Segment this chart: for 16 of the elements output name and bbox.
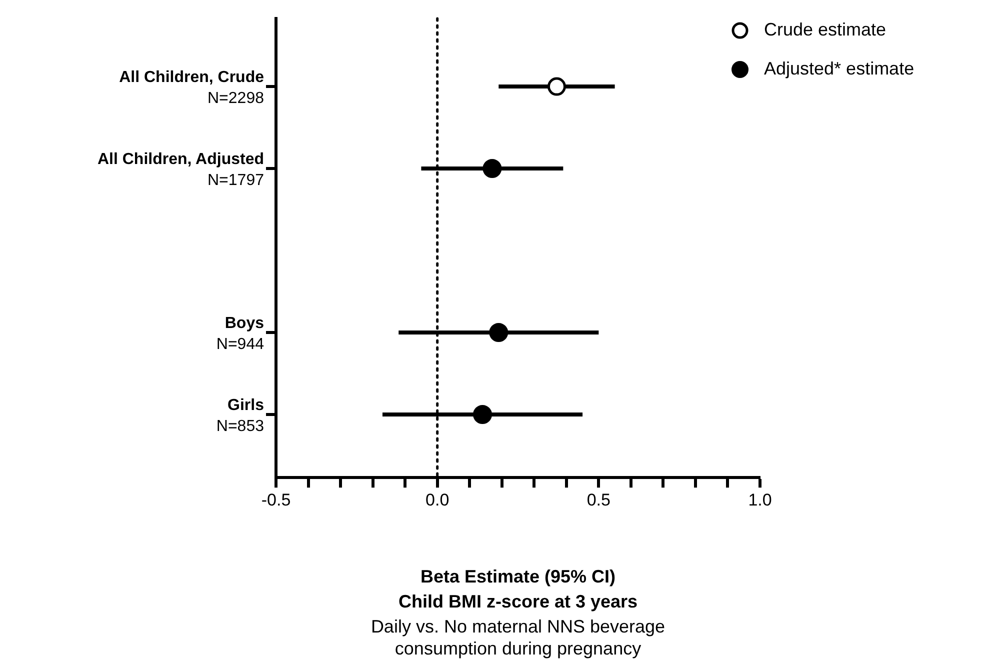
x-tick-label: -0.5 (261, 490, 291, 510)
x-tick-label: 0.0 (426, 490, 450, 510)
x-axis-title: Beta Estimate (95% CI) Child BMI z-score at 3 years (398, 566, 638, 612)
y-tick-label: All Children, Crude N=2298 (119, 68, 264, 107)
legend-label: Adjusted* estimate (764, 58, 914, 78)
y-tick-label: Girls N=853 (216, 396, 264, 435)
point (482, 159, 502, 178)
point (489, 322, 508, 342)
point (547, 77, 566, 96)
y-tick-label: All Children, Adjusted N=1797 (97, 150, 264, 189)
x-tick-label: 1.0 (748, 490, 772, 510)
text: Daily vs. No maternal NNS beverage consumption during pregnancy (370, 616, 666, 659)
point (473, 404, 492, 424)
x-tick-label: 0.5 (586, 490, 610, 510)
y-tick-label: Boys N=944 (216, 314, 264, 353)
legend-label: Crude estimate (764, 19, 886, 40)
